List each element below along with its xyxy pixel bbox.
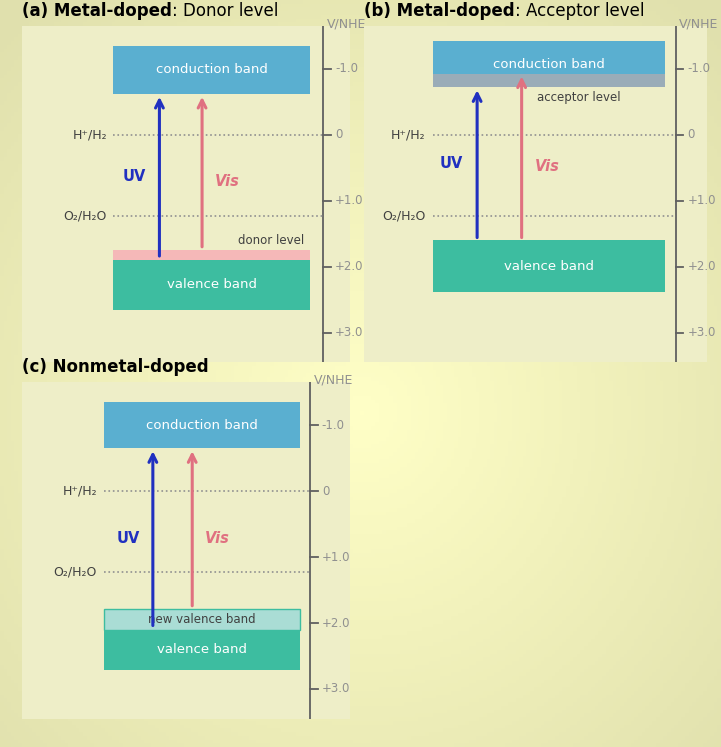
Text: (c) Nonmetal-doped: (c) Nonmetal-doped [22, 359, 208, 376]
Text: +2.0: +2.0 [322, 616, 350, 630]
Text: 0: 0 [322, 485, 329, 498]
Text: O₂/H₂O: O₂/H₂O [63, 209, 107, 223]
Text: : Donor level: : Donor level [172, 2, 278, 20]
Text: H⁺/H₂: H⁺/H₂ [63, 485, 97, 498]
Text: 0: 0 [335, 128, 342, 141]
Text: (b) Metal-doped: (b) Metal-doped [364, 2, 515, 20]
Text: O₂/H₂O: O₂/H₂O [382, 209, 425, 223]
Bar [433, 241, 665, 292]
Text: O₂/H₂O: O₂/H₂O [53, 565, 97, 579]
Text: acceptor level: acceptor level [537, 91, 621, 105]
Text: Vis: Vis [205, 531, 230, 546]
Text: V/NHE: V/NHE [327, 17, 366, 30]
Text: : Acceptor level: : Acceptor level [515, 2, 645, 20]
Text: V/NHE: V/NHE [314, 374, 353, 386]
Text: -1.0: -1.0 [688, 63, 711, 75]
Bar [104, 402, 301, 448]
Bar [113, 249, 310, 260]
Bar [113, 46, 310, 94]
Text: conduction band: conduction band [493, 58, 605, 71]
Text: +2.0: +2.0 [335, 260, 363, 273]
Text: (a) Metal-doped: (a) Metal-doped [22, 2, 172, 20]
Text: donor level: donor level [237, 234, 304, 247]
Text: +1.0: +1.0 [688, 194, 716, 208]
Text: conduction band: conduction band [146, 419, 258, 432]
Text: +1.0: +1.0 [322, 551, 350, 564]
Bar [433, 74, 665, 87]
Text: -1.0: -1.0 [335, 63, 358, 75]
Text: Vis: Vis [535, 159, 560, 174]
Bar [433, 41, 665, 87]
Text: new valence band: new valence band [149, 613, 256, 625]
Text: Vis: Vis [215, 174, 240, 189]
Text: -1.0: -1.0 [322, 419, 345, 432]
Text: +3.0: +3.0 [322, 683, 350, 695]
Text: valence band: valence band [157, 643, 247, 656]
Text: +1.0: +1.0 [335, 194, 363, 208]
Text: 0: 0 [688, 128, 695, 141]
Text: UV: UV [440, 156, 464, 171]
Text: H⁺/H₂: H⁺/H₂ [391, 128, 425, 141]
Text: conduction band: conduction band [156, 63, 267, 76]
Bar [104, 609, 301, 630]
Text: valence band: valence band [167, 278, 257, 291]
Text: +3.0: +3.0 [335, 326, 363, 339]
Text: V/NHE: V/NHE [679, 17, 719, 30]
Bar [104, 628, 301, 671]
Bar [113, 258, 310, 309]
Text: valence band: valence band [504, 259, 594, 273]
Text: +3.0: +3.0 [688, 326, 716, 339]
Text: UV: UV [116, 531, 140, 546]
Text: +2.0: +2.0 [688, 260, 716, 273]
Text: UV: UV [123, 169, 146, 184]
Text: H⁺/H₂: H⁺/H₂ [72, 128, 107, 141]
